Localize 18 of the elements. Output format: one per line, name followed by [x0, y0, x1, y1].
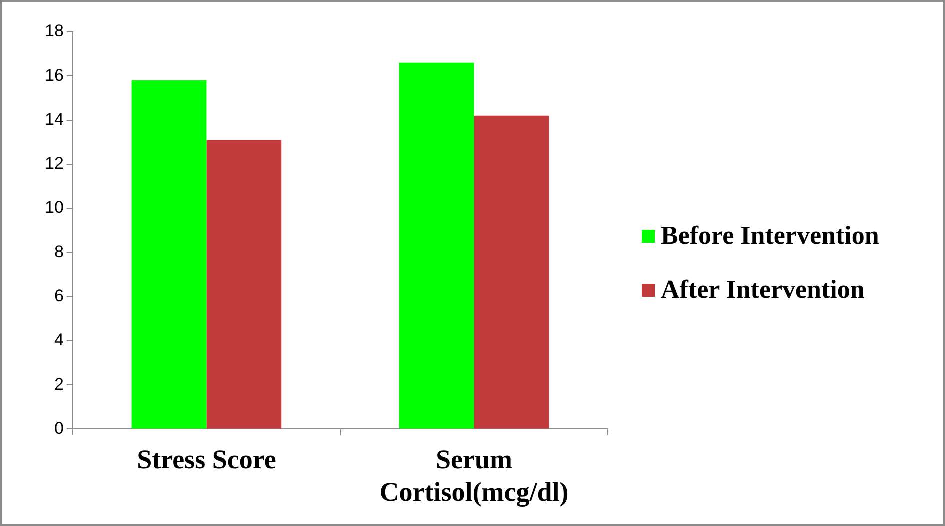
- y-tick-label: 14: [44, 110, 64, 129]
- bar: [132, 80, 207, 429]
- y-tick-label: 4: [54, 330, 64, 350]
- bar: [399, 62, 474, 429]
- y-tick-label: 8: [54, 242, 64, 262]
- y-tick-label: 6: [54, 286, 64, 306]
- y-tick-label: 12: [44, 154, 64, 174]
- y-tick-label: 10: [44, 198, 64, 218]
- y-tick-label: 18: [44, 22, 64, 41]
- bar: [206, 140, 282, 429]
- y-tick-label: 0: [54, 418, 64, 438]
- x-tick-label: Serum Cortisol(mcg/dl): [380, 444, 569, 507]
- legend-label: Before Intervention: [661, 221, 880, 251]
- y-tick-label: 2: [54, 374, 64, 394]
- bar: [474, 116, 550, 429]
- x-tick-label: Stress Score: [137, 444, 276, 474]
- legend-label: After Intervention: [661, 275, 865, 305]
- y-tick-label: 16: [44, 66, 64, 85]
